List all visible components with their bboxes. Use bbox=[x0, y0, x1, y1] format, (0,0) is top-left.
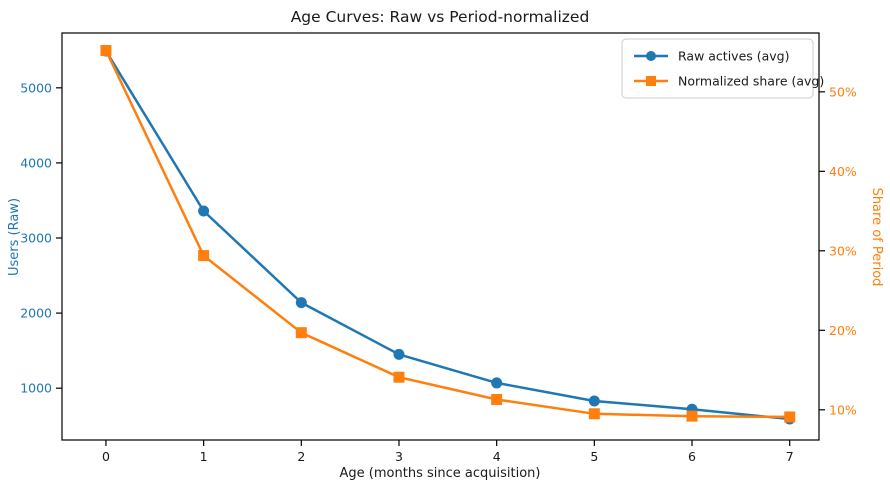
series-line bbox=[104, 49, 791, 419]
data-point-circle bbox=[491, 377, 503, 389]
data-point-square bbox=[393, 371, 405, 383]
right-tick-label: 50% bbox=[829, 84, 857, 99]
chart-title: Age Curves: Raw vs Period-normalized bbox=[291, 8, 590, 26]
data-point-circle bbox=[588, 395, 600, 407]
x-tick-label: 3 bbox=[395, 449, 403, 464]
series-normalized-share-avg bbox=[100, 44, 796, 423]
x-tick-label: 0 bbox=[102, 449, 110, 464]
right-axis-label: Share of Period bbox=[869, 188, 884, 287]
legend-box bbox=[621, 38, 814, 99]
x-tick-label: 6 bbox=[688, 449, 696, 464]
x-tick-label: 4 bbox=[493, 449, 501, 464]
x-tick-label: 5 bbox=[590, 449, 598, 464]
right-tick-label: 40% bbox=[829, 164, 857, 179]
data-point-square bbox=[100, 44, 112, 56]
data-point-square bbox=[686, 410, 698, 422]
data-point-circle bbox=[198, 205, 210, 217]
data-point-square bbox=[295, 327, 307, 339]
x-axis-label: Age (months since acquisition) bbox=[340, 466, 541, 481]
series-raw-actives-avg bbox=[100, 45, 796, 425]
right-tick-label: 10% bbox=[829, 402, 857, 417]
x-tick-label: 2 bbox=[297, 449, 305, 464]
right-tick-label: 30% bbox=[829, 243, 857, 258]
legend-circle-marker-icon bbox=[646, 51, 656, 61]
legend-entry: Raw actives (avg) bbox=[634, 49, 790, 64]
legend-label: Raw actives (avg) bbox=[678, 49, 790, 64]
right-tick-label: 20% bbox=[829, 323, 857, 338]
x-tick-label: 7 bbox=[786, 449, 794, 464]
legend-label: Normalized share (avg) bbox=[678, 74, 824, 89]
left-tick-label: 1000 bbox=[20, 381, 52, 396]
data-point-square bbox=[198, 250, 210, 262]
data-point-circle bbox=[393, 348, 405, 360]
series-line bbox=[104, 49, 791, 421]
data-point-square bbox=[491, 393, 503, 405]
data-point-square bbox=[784, 411, 796, 423]
left-tick-label: 5000 bbox=[20, 80, 52, 95]
plot-series bbox=[100, 44, 796, 425]
axis-ticks: 1000 2000 3000 4000 5000 10% 20% 30% 40% 50% 0 1 2 3 4… bbox=[20, 80, 857, 464]
data-point-square bbox=[588, 408, 600, 420]
legend-square-marker-icon bbox=[646, 76, 656, 86]
left-tick-label: 2000 bbox=[20, 306, 52, 321]
left-axis-label: Users (Raw) bbox=[7, 198, 22, 276]
plot-frame bbox=[61, 32, 820, 441]
x-tick-label: 1 bbox=[200, 449, 208, 464]
legend-entry: Normalized share (avg) bbox=[634, 74, 824, 89]
legend: Raw actives (avg) Normalized share (avg) bbox=[621, 38, 824, 99]
data-point-circle bbox=[295, 297, 307, 309]
left-tick-label: 3000 bbox=[20, 231, 52, 246]
left-tick-label: 4000 bbox=[20, 155, 52, 170]
